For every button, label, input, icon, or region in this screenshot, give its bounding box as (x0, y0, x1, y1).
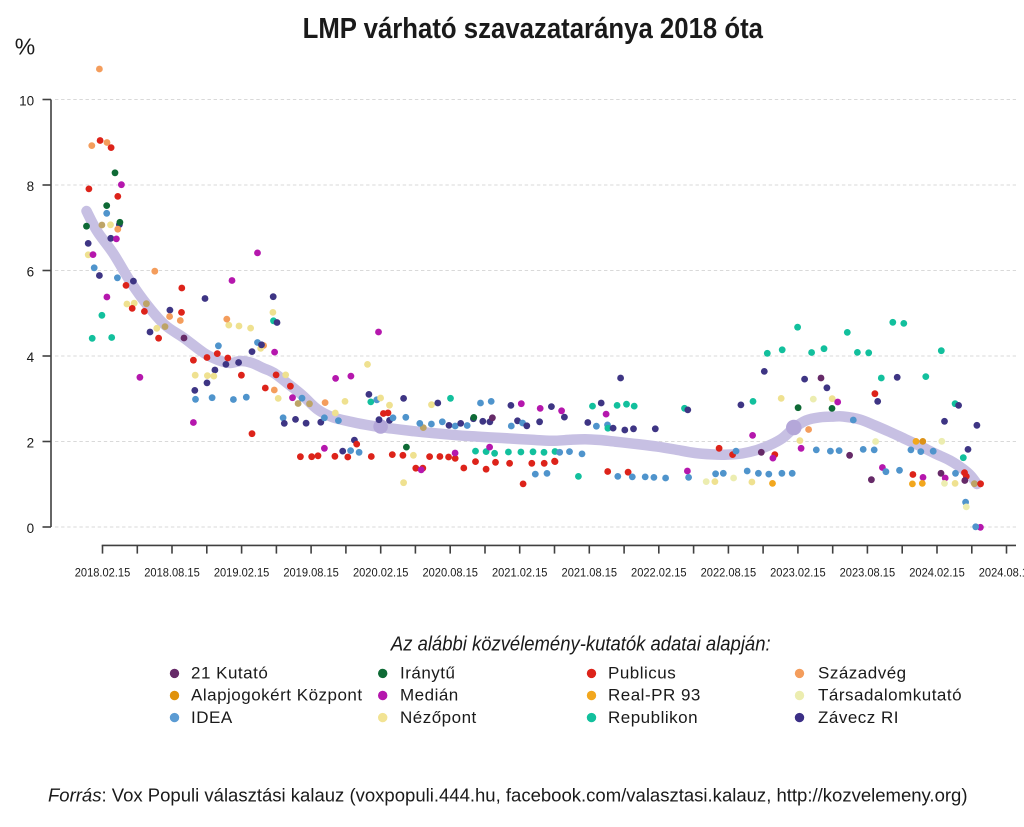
svg-text:Nézőpont: Nézőpont (400, 708, 477, 727)
svg-text:2018.02.15: 2018.02.15 (75, 566, 131, 580)
svg-text:Társadalomkutató: Társadalomkutató (818, 686, 962, 705)
svg-text:10: 10 (19, 94, 34, 109)
svg-text:Iránytű: Iránytű (400, 664, 455, 683)
svg-text:LMP várható szavazataránya 201: LMP várható szavazataránya 2018 óta (303, 13, 764, 45)
svg-text:2018.08.15: 2018.08.15 (144, 566, 200, 580)
svg-text:2019.02.15: 2019.02.15 (214, 566, 270, 580)
svg-text:2023.08.15: 2023.08.15 (840, 566, 896, 580)
svg-text:0: 0 (27, 521, 35, 536)
svg-text:4: 4 (27, 350, 35, 365)
svg-text:2020.08.15: 2020.08.15 (422, 566, 478, 580)
svg-text:Forrás: Vox Populi választási: Forrás: Vox Populi választási kalauz (vo… (48, 785, 968, 806)
svg-text:2021.08.15: 2021.08.15 (562, 566, 618, 580)
svg-text:8: 8 (27, 179, 35, 194)
svg-text:Závecz RI: Závecz RI (818, 708, 899, 727)
svg-text:2024.02.15: 2024.02.15 (909, 566, 965, 580)
svg-text:21 Kutató: 21 Kutató (191, 664, 268, 683)
svg-text:2022.08.15: 2022.08.15 (701, 566, 757, 580)
svg-text:IDEA: IDEA (191, 708, 233, 727)
svg-text:2: 2 (27, 436, 35, 451)
svg-text:Publicus: Publicus (608, 664, 676, 683)
svg-text:Századvég: Századvég (818, 664, 907, 683)
svg-text:Republikon: Republikon (608, 708, 698, 727)
svg-text:2019.08.15: 2019.08.15 (283, 566, 339, 580)
svg-text:Az alábbi közvélemény-kutatók: Az alábbi közvélemény-kutatók adatai ala… (390, 633, 771, 655)
svg-text:Alapjogokért Központ: Alapjogokért Központ (191, 686, 363, 705)
svg-text:2021.02.15: 2021.02.15 (492, 566, 548, 580)
svg-text:6: 6 (27, 265, 35, 280)
svg-text:2022.02.15: 2022.02.15 (631, 566, 687, 580)
svg-text:%: % (15, 34, 35, 60)
svg-text:Medián: Medián (400, 686, 459, 705)
svg-text:Real-PR 93: Real-PR 93 (608, 686, 701, 705)
svg-text:2020.02.15: 2020.02.15 (353, 566, 409, 580)
svg-text:2024.08.15: 2024.08.15 (979, 566, 1024, 580)
svg-text:2023.02.15: 2023.02.15 (770, 566, 826, 580)
